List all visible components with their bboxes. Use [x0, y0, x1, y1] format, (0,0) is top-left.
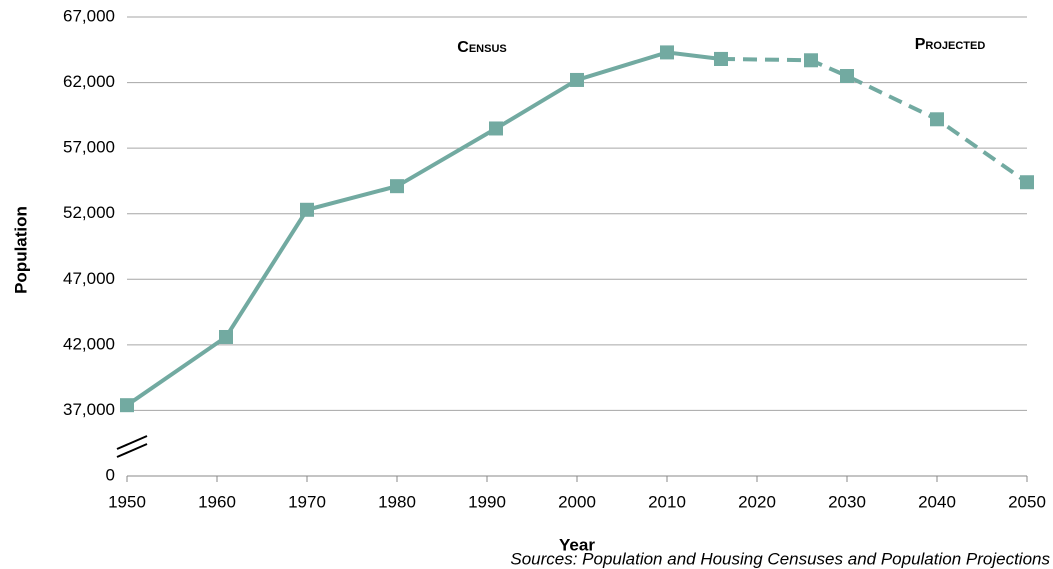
marker [660, 45, 674, 60]
marker [219, 329, 233, 344]
y-tick-label: 42,000 [63, 334, 115, 353]
x-tick-label: 2020 [738, 492, 776, 511]
y-tick-label: 67,000 [63, 6, 115, 25]
marker [1020, 175, 1034, 190]
y-tick-label: 0 [106, 465, 115, 484]
marker [804, 53, 818, 68]
x-tick-label: 2030 [828, 492, 866, 511]
series-line [720, 56, 1029, 184]
y-tick-label: 57,000 [63, 138, 115, 157]
break-mark [116, 443, 148, 458]
marker [714, 51, 728, 66]
x-tick-label: 1950 [108, 492, 146, 511]
x-tick-label: 1970 [288, 492, 326, 511]
y-tick-label: 47,000 [63, 269, 115, 288]
marker [120, 398, 134, 413]
y-tick-label: 62,000 [63, 72, 115, 91]
marker [300, 202, 314, 217]
marker [390, 179, 404, 194]
x-tick-label: 2040 [918, 492, 956, 511]
x-tick-label: 1990 [468, 492, 506, 511]
marker [570, 72, 584, 87]
marker [840, 69, 854, 84]
x-axis-label: Year [559, 535, 595, 554]
marker [489, 121, 503, 136]
x-tick-label: 2050 [1008, 492, 1046, 511]
y-tick-label: 37,000 [63, 400, 115, 419]
series-label: Census [457, 39, 506, 56]
x-tick-label: 2000 [558, 492, 596, 511]
break-mark [116, 435, 148, 450]
y-tick-label: 52,000 [63, 203, 115, 222]
y-axis-label: Population [11, 206, 30, 294]
series-line [125, 50, 722, 407]
x-tick-label: 2010 [648, 492, 686, 511]
x-tick-label: 1980 [378, 492, 416, 511]
source-note: Sources: Population and Housing Censuses… [510, 549, 1050, 568]
x-tick-label: 1960 [198, 492, 236, 511]
marker [930, 112, 944, 127]
series-label: Projected [915, 36, 986, 53]
axis-break [116, 435, 148, 458]
